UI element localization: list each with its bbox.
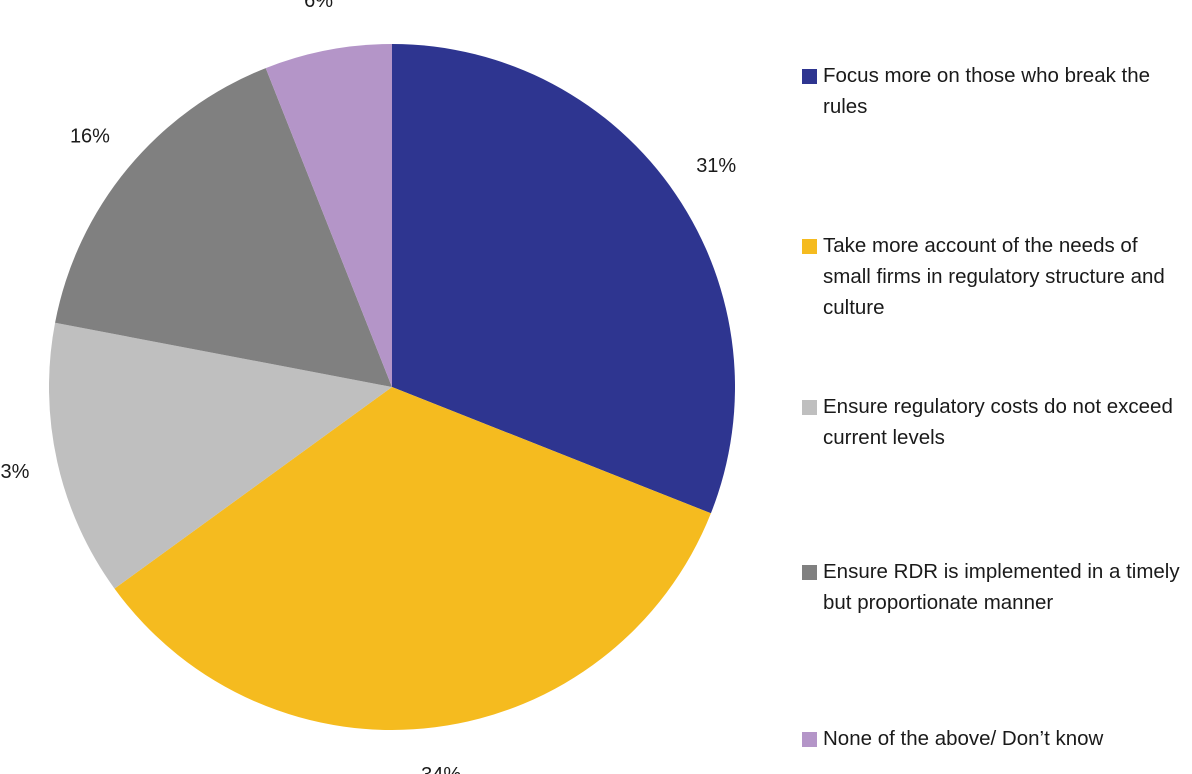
legend-item-5: None of the above/ Don’t know: [802, 723, 1103, 754]
pie-slice-2: [114, 387, 711, 730]
legend-item-1: Focus more on those who break the rules: [802, 60, 1187, 122]
pie-slice-3: [49, 322, 393, 589]
pie-data-label-4: 16%: [70, 125, 110, 147]
legend-item-3: Ensure regulatory costs do not exceed cu…: [802, 391, 1187, 453]
pie-data-label-3: 13%: [0, 461, 30, 483]
legend-swatch: [802, 565, 817, 580]
legend-item-4: Ensure RDR is implemented in a timely bu…: [802, 556, 1187, 618]
pie-slices: [49, 44, 735, 730]
legend-label: None of the above/ Don’t know: [823, 727, 1104, 750]
legend-swatch: [802, 239, 817, 254]
legend-item-2: Take more account of the needs of small …: [802, 230, 1187, 323]
legend-label: Ensure RDR is implemented in a timely bu…: [823, 560, 1180, 614]
legend-label: Ensure regulatory costs do not exceed cu…: [823, 395, 1173, 449]
legend-label: Take more account of the needs of small …: [823, 234, 1165, 319]
pie-data-label-1: 31%: [696, 155, 736, 177]
pie-data-labels: 31% 34% 13% 16% 6%: [0, 0, 736, 774]
legend-swatch: [802, 732, 817, 747]
pie-data-label-2: 34%: [421, 764, 461, 774]
legend-swatch: [802, 69, 817, 84]
pie-slice-1: [392, 44, 735, 514]
pie-slice-5: [265, 44, 392, 387]
pie-slice-4: [55, 68, 393, 387]
legend-label: Focus more on those who break the rules: [823, 64, 1151, 118]
pie-chart-plot: 31% 34% 13% 16% 6%: [0, 0, 736, 774]
pie-data-label-5: 6%: [304, 0, 333, 12]
legend-swatch: [802, 400, 817, 415]
